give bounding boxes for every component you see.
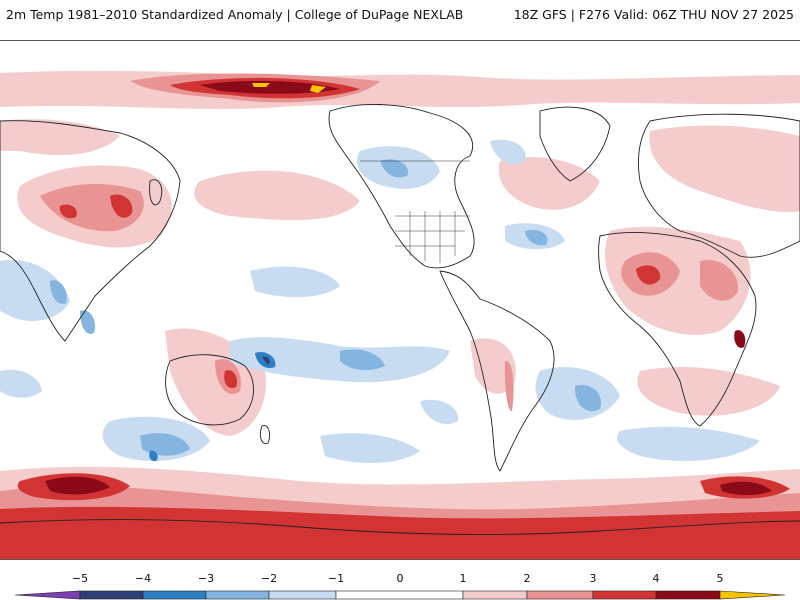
cold-anomaly-shading [0, 139, 760, 463]
colorbar-segment-below-m5 [14, 590, 81, 600]
anomaly-map [0, 40, 800, 560]
colorbar-tick-label: 5 [716, 572, 724, 585]
colorbar-tick-label: −5 [71, 572, 89, 585]
colorbar-swatches [14, 590, 786, 600]
state-boundaries [360, 160, 470, 263]
colorbar: −5 −4 −3 −2 −1 0 1 2 3 4 5 [0, 572, 800, 600]
colorbar-segment-above-p5 [719, 590, 786, 600]
continent-outlines [0, 103, 800, 535]
colorbar-tick-label: 0 [396, 572, 404, 585]
header: 2m Temp 1981–2010 Standardized Anomaly |… [0, 0, 800, 30]
colorbar-segment-p1-p2 [462, 590, 528, 600]
colorbar-segment-m2-m1 [268, 590, 337, 600]
map-title: 2m Temp 1981–2010 Standardized Anomaly |… [6, 7, 464, 22]
colorbar-segment-m1-p1 [335, 590, 464, 600]
colorbar-segment-p4-p5 [655, 590, 721, 600]
colorbar-tick-label: −2 [260, 572, 278, 585]
warm-anomaly-shading [0, 70, 800, 559]
colorbar-segment-m3-m2 [205, 590, 270, 600]
colorbar-tick-label: −4 [134, 572, 152, 585]
colorbar-tick-label: −1 [327, 572, 345, 585]
colorbar-tick-label: 4 [652, 572, 660, 585]
colorbar-tick-label: 2 [523, 572, 531, 585]
colorbar-segment-m5-m4 [79, 590, 144, 600]
map-canvas [0, 70, 800, 559]
colorbar-tick-label: 1 [459, 572, 467, 585]
model-valid-time: 18Z GFS | F276 Valid: 06Z THU NOV 27 202… [513, 7, 794, 22]
colorbar-tick-label: −3 [197, 572, 215, 585]
colorbar-segment-p2-p3 [526, 590, 594, 600]
colorbar-segment-m4-m3 [142, 590, 207, 600]
colorbar-segment-p3-p4 [592, 590, 657, 600]
colorbar-tick-label: 3 [589, 572, 597, 585]
